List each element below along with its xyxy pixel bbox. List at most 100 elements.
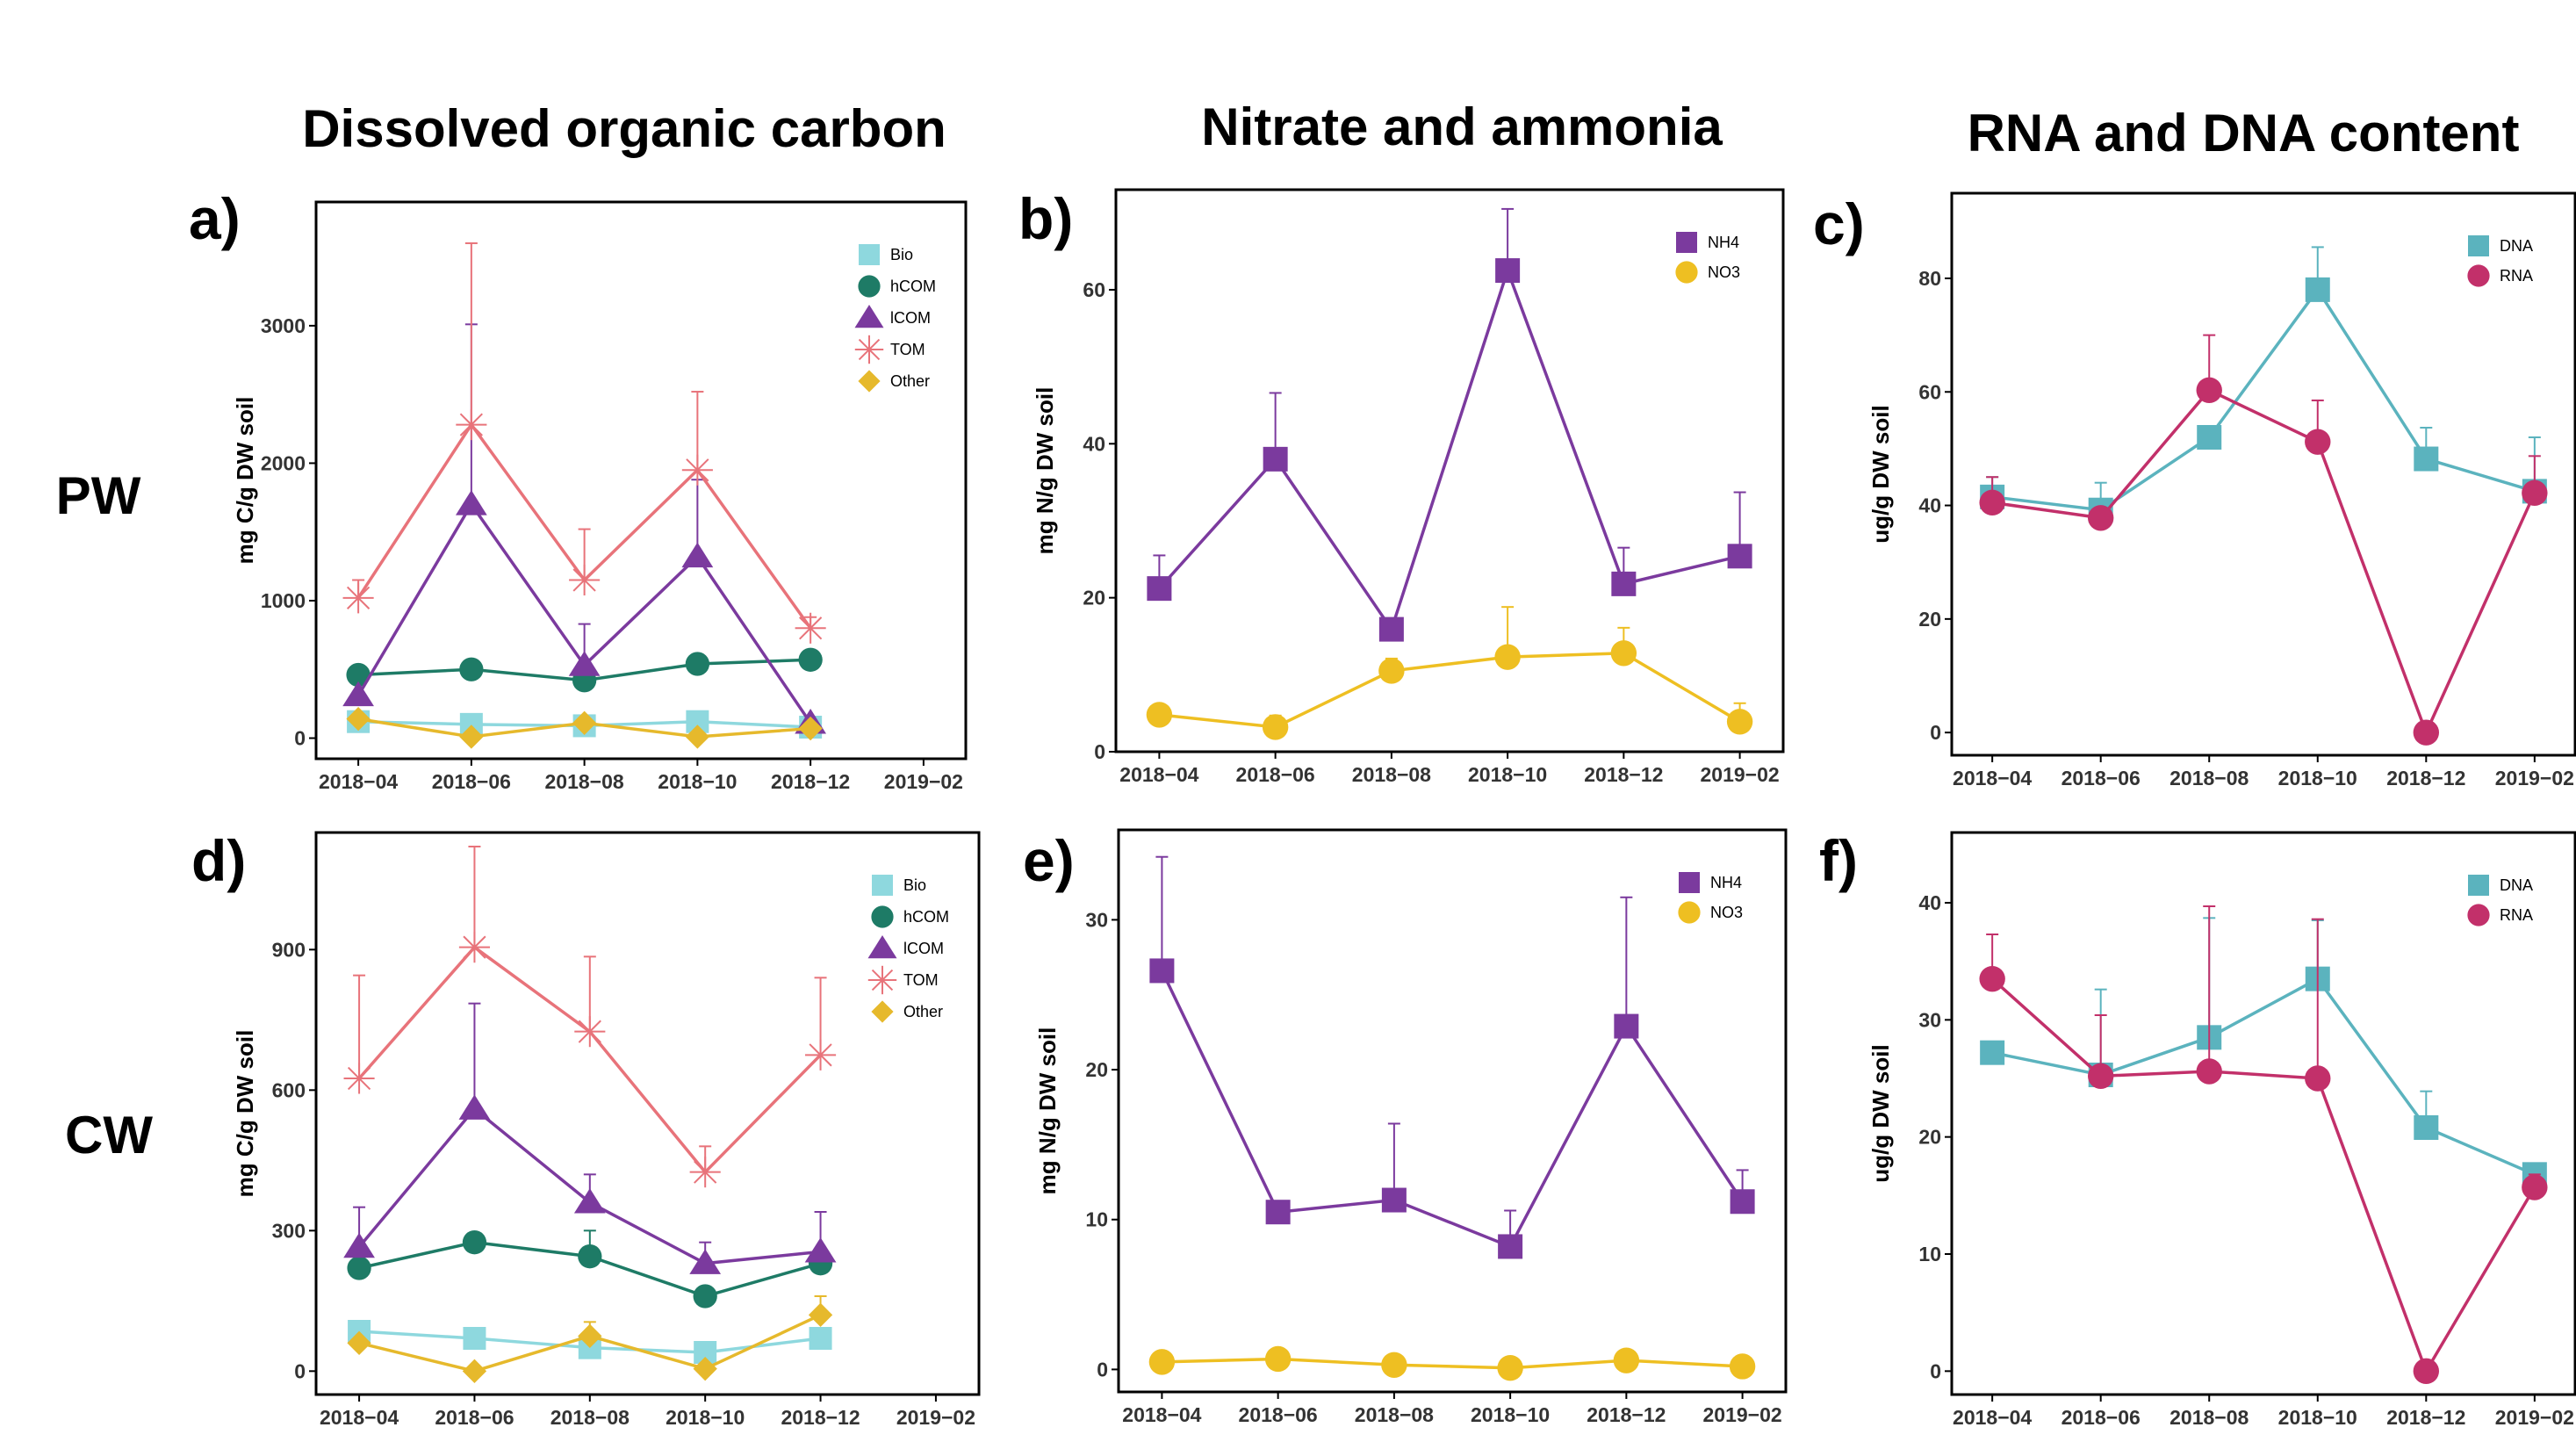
series-RNA — [1979, 334, 2548, 746]
plot-frame — [1117, 828, 1788, 1394]
x-tick-label: 2018−08 — [545, 770, 624, 793]
series-TOM — [343, 846, 837, 1188]
data-point — [1146, 702, 1173, 728]
x-tick-label: 2019−02 — [884, 770, 963, 793]
y-tick-label: 30 — [1085, 908, 1108, 931]
series-line — [1160, 970, 1745, 1249]
legend-key — [2468, 875, 2489, 896]
x-tick-label: 2018−12 — [771, 770, 850, 793]
data-point — [2197, 424, 2222, 450]
data-point — [2305, 277, 2330, 302]
data-point — [463, 1327, 486, 1350]
legend-label: DNA — [2500, 876, 2533, 894]
data-point — [456, 409, 487, 441]
data-point — [685, 724, 710, 749]
legend: NH4 NO3 — [1675, 232, 1740, 284]
data-point — [346, 706, 371, 732]
data-point — [1148, 1349, 1176, 1375]
x-tick-label: 2018−10 — [2278, 1406, 2357, 1429]
column-title-doc: Dissolved organic carbon — [302, 99, 946, 158]
data-point — [573, 1188, 606, 1214]
y-tick-label: 60 — [1083, 278, 1105, 301]
legend: Bio hCOM lCOM TOM Other — [867, 875, 949, 1023]
data-point — [808, 1302, 833, 1327]
data-point — [578, 1244, 602, 1269]
data-point — [2196, 1058, 2222, 1085]
x-tick-label: 2018−08 — [2169, 1406, 2249, 1429]
series-line — [1158, 265, 1741, 633]
legend-label: hCOM — [890, 278, 936, 295]
panel-label: d) — [191, 828, 246, 893]
series-lCOM — [343, 1002, 837, 1274]
series-lCOM — [342, 323, 827, 734]
data-point — [1265, 1200, 1291, 1225]
panel-c: c) 0 20 40 60 80 2018−04 2018−06 2018−08 2018−10 2… — [1813, 191, 2576, 789]
data-point — [2305, 429, 2331, 455]
data-point — [798, 716, 823, 741]
y-axis-title: mg N/g DW soil — [1034, 1027, 1061, 1195]
legend-key — [867, 965, 897, 995]
x-tick-label: 2018−12 — [2386, 1406, 2465, 1429]
y-tick-label: 1000 — [261, 589, 306, 612]
panel-label: c) — [1813, 191, 1865, 256]
data-point — [1263, 446, 1288, 472]
y-tick-label: 60 — [1918, 380, 1941, 403]
panel-label: a) — [189, 186, 241, 251]
legend-key — [854, 305, 884, 328]
data-point — [681, 454, 713, 486]
plot-frame — [1114, 188, 1785, 753]
data-point — [347, 1330, 371, 1355]
data-point — [343, 1063, 375, 1094]
data-point — [809, 1327, 832, 1350]
legend-key — [871, 1000, 894, 1023]
y-axis-title: ug/g DW soil — [1867, 1044, 1894, 1182]
series-NH4 — [1149, 855, 1755, 1259]
y-tick-label: 0 — [294, 1359, 306, 1382]
series-line — [356, 422, 812, 630]
x-tick-label: 2018−12 — [1587, 1403, 1666, 1426]
y-tick-label: 40 — [1083, 432, 1105, 455]
data-point — [795, 612, 826, 644]
x-tick-label: 2018−06 — [2062, 767, 2141, 789]
legend-label: Other — [903, 1003, 943, 1020]
data-point — [569, 564, 601, 596]
x-tick-label: 2018−06 — [2062, 1406, 2141, 1429]
series-line — [1990, 977, 2536, 1375]
plot-frame — [1950, 191, 2576, 757]
y-tick-label: 10 — [1085, 1208, 1108, 1231]
legend-label: TOM — [890, 341, 925, 358]
plot-frame — [314, 200, 968, 761]
series-hCOM — [347, 1229, 833, 1308]
x-tick-label: 2019−02 — [2495, 767, 2574, 789]
series-Other — [346, 706, 823, 749]
data-point — [798, 647, 823, 672]
y-tick-label: 0 — [294, 727, 306, 750]
data-point — [1378, 616, 1404, 642]
y-tick-label: 3000 — [261, 314, 306, 337]
legend-label: RNA — [2500, 267, 2533, 285]
x-tick-label: 2019−02 — [1701, 763, 1780, 786]
y-tick-label: 600 — [272, 1078, 306, 1101]
x-tick-label: 2018−04 — [1953, 1406, 2032, 1429]
y-tick-label: 30 — [1918, 1008, 1941, 1031]
data-point — [455, 490, 487, 515]
data-point — [1381, 1352, 1407, 1378]
legend-key — [854, 335, 884, 364]
data-point — [347, 1256, 371, 1280]
data-point — [459, 724, 484, 749]
legend-key — [1679, 872, 1700, 893]
row-label-pw: PW — [56, 466, 141, 525]
data-point — [693, 1357, 717, 1381]
x-tick-label: 2019−02 — [896, 1406, 975, 1429]
legend-label: NH4 — [1708, 234, 1739, 251]
legend-label: lCOM — [903, 940, 944, 957]
data-point — [462, 1230, 487, 1255]
series-TOM — [342, 242, 826, 644]
data-point — [1381, 1187, 1407, 1213]
x-tick-label: 2018−10 — [658, 770, 737, 793]
x-tick-label: 2018−04 — [1953, 767, 2032, 789]
legend-key — [2467, 904, 2490, 926]
y-tick-label: 20 — [1083, 587, 1105, 609]
y-tick-label: 900 — [272, 938, 306, 961]
y-tick-label: 40 — [1918, 494, 1941, 517]
